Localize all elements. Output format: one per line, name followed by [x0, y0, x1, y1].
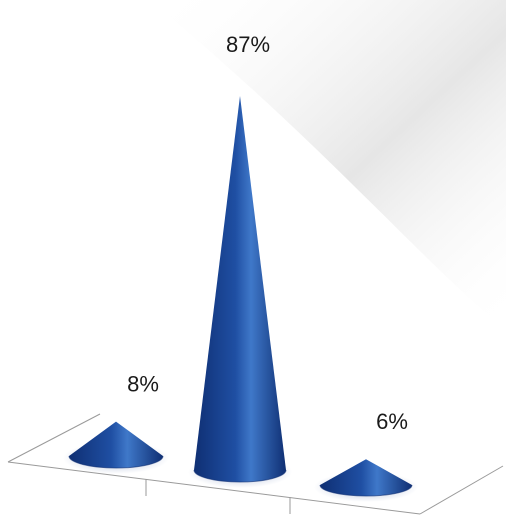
floor-left-edge: [7, 413, 101, 463]
background-panel: [150, 0, 506, 330]
data-label: 6%: [376, 409, 408, 434]
cone-bar: [69, 421, 163, 468]
cone-bar: [194, 95, 286, 483]
value-labels: 8% 87% 6%: [127, 32, 408, 434]
floor-right-edge: [419, 465, 504, 515]
floor-front-edge: [7, 461, 421, 515]
cone-base-rim: [319, 484, 413, 497]
data-label: 8%: [127, 372, 159, 397]
cone-base-rim: [193, 469, 287, 483]
cone-base-rim: [68, 455, 164, 469]
cones-group: [63, 95, 418, 502]
chart-floor: [7, 413, 504, 515]
cone-bar: [320, 459, 412, 496]
data-label: 87%: [226, 32, 270, 57]
